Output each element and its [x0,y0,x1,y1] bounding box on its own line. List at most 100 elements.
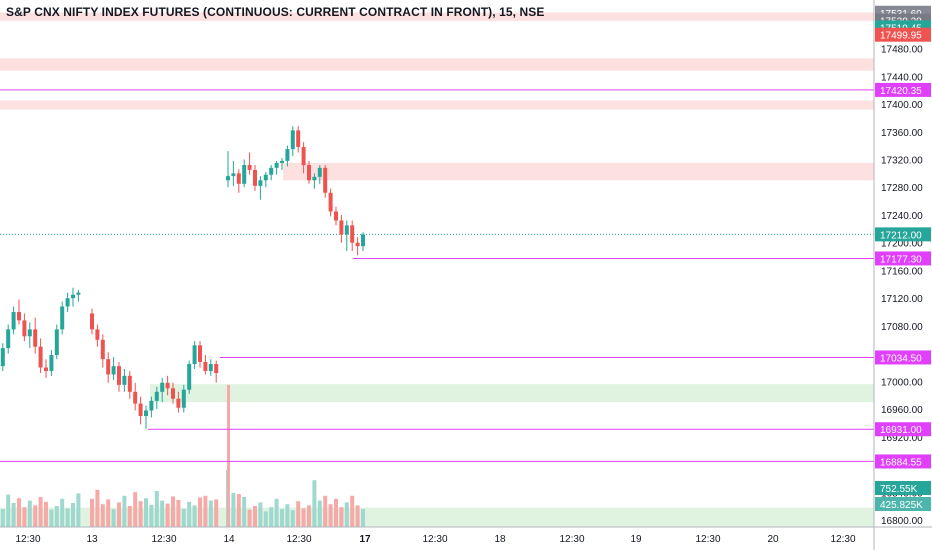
volume-bar [355,505,360,527]
volume-bar [263,511,268,527]
supply-zone [283,162,874,181]
volume-bar [242,497,247,527]
candle-body [76,292,81,295]
candle-body [236,173,241,184]
candle-body [280,160,284,163]
x-tick-label: 12:30 [286,534,311,545]
volume-bar [280,509,284,527]
candle-body [181,389,186,408]
price-badge [875,422,931,437]
candle-body [111,366,116,375]
volume-bar [208,500,213,527]
y-tick-label: 17400.00 [881,100,923,111]
candle-body [307,165,311,181]
candle-body [138,403,143,417]
price-badge [875,27,931,42]
candle-body [226,176,230,181]
candle-body [339,220,344,235]
volume-bar [231,492,236,527]
candle-body [44,367,48,371]
volume-bar [22,507,27,527]
price-badge-text: 17034.50 [880,353,922,364]
volume-bar [90,498,94,527]
volume-bar [258,502,263,527]
volume-bar [312,480,317,527]
price-badge-text: 17420.35 [880,86,922,97]
volume-bar [307,505,311,527]
y-tick-label: 16800.00 [881,516,923,527]
volume-bar [6,494,11,527]
candle-body [192,345,197,365]
y-tick-label: 17200.00 [881,239,923,250]
candle-body [214,364,219,374]
x-tick-label: 20 [767,534,779,545]
volume-bar [117,502,121,527]
candles-layer [0,126,365,429]
x-tick-label: 13 [86,534,98,545]
volume-bar [144,498,148,527]
candle-body [0,348,5,367]
price-labels-layer: 17531.6017520.2017510.4517499.9517420.35… [875,5,931,511]
chart-title: S&P CNX NIFTY INDEX FUTURES (CONTINUOUS:… [6,5,545,19]
candle-body [90,313,94,330]
volume-bar [165,503,170,527]
volume-bar [149,504,154,527]
y-tick-label: 17080.00 [881,322,923,333]
volume-bar [236,494,241,527]
volume-bar [339,507,344,527]
candle-body [334,211,338,221]
candle-body [127,375,132,392]
candle-body [154,391,159,401]
candle-body [301,147,306,166]
y-tick-label: 17280.00 [881,183,923,194]
candle-body [33,329,38,347]
price-badge-text: 17177.30 [880,254,922,265]
candle-body [54,329,59,356]
candle-body [355,242,360,247]
volume-bar [203,495,208,527]
supply-zone [0,58,874,71]
price-badge [875,251,931,266]
x-tick-label: 19 [630,534,642,545]
price-badge-text: 17499.95 [880,31,922,42]
volume-bar [33,505,38,527]
x-tick-label: 12:30 [422,534,447,545]
candle-body [263,174,268,181]
y-tick-label: 17480.00 [881,45,923,56]
candle-body [203,361,208,371]
x-tick-label: 12:30 [151,534,176,545]
volume-bar [127,506,132,527]
candle-body [312,176,317,181]
price-badge [875,82,931,97]
supply-zone [0,12,874,21]
volume-bar [54,506,59,527]
volume-bar [317,500,322,527]
volume-bar [361,509,365,527]
volume-bar [323,495,328,527]
volume-bar [44,501,48,527]
y-tick-label: 16920.00 [881,433,923,444]
candle-body [187,364,192,390]
x-tick-label: 12:30 [695,534,720,545]
zones-layer [0,12,874,527]
volume-bar [95,489,100,527]
x-tick-label: 17 [359,534,371,545]
y-tick-label: 17320.00 [881,155,923,166]
candle-body [160,382,165,392]
candle-body [6,329,11,349]
volume-bar [290,510,295,527]
candle-body [60,306,65,330]
volume-bar [171,496,175,527]
volume-bar [334,498,338,527]
candle-body [361,234,365,247]
candle-body [117,366,121,385]
candle-body [65,298,70,307]
volume-bar [38,497,43,527]
volume-bar [253,506,257,527]
y-tick-label: 17160.00 [881,266,923,277]
candle-body [247,165,252,170]
demand-zone [0,507,874,527]
volume-bar [122,495,127,527]
volume-bar [111,509,116,527]
